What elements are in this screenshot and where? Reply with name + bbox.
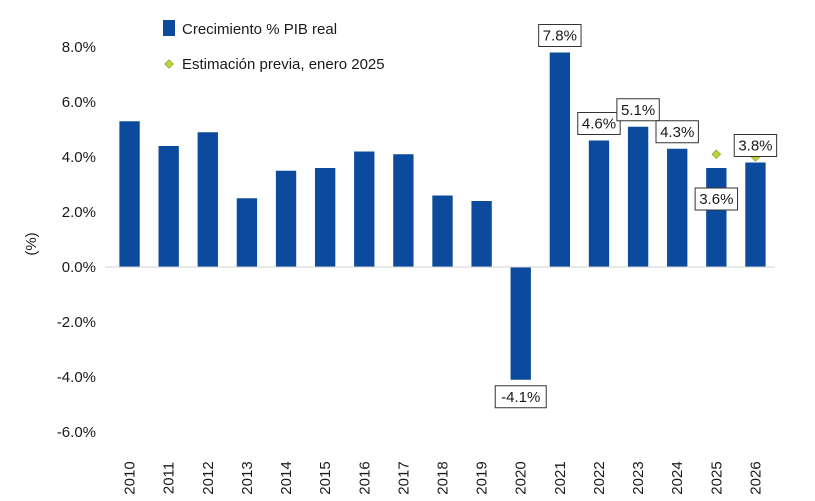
bar-2012 xyxy=(197,132,218,267)
x-tick-label: 2010 xyxy=(122,461,139,494)
bar-2010 xyxy=(119,121,140,267)
x-tick-label: 2012 xyxy=(200,461,217,494)
bar-2020 xyxy=(510,267,531,380)
x-tick-label: 2021 xyxy=(552,461,569,494)
data-label-text: 3.6% xyxy=(699,191,733,208)
bar-2018 xyxy=(432,195,453,267)
bar-2023 xyxy=(627,126,649,267)
bar-2014 xyxy=(275,170,297,267)
data-label-box xyxy=(577,112,621,135)
legend: Crecimiento % PIB real Estimación previa… xyxy=(163,20,385,73)
data-label-box xyxy=(733,134,778,157)
data-label-box xyxy=(494,385,547,409)
legend-swatch-marker xyxy=(164,59,174,69)
bar-2021 xyxy=(549,52,571,267)
data-label-2023: 5.1% xyxy=(616,98,660,122)
x-tick-label: 2025 xyxy=(708,461,725,494)
y-tick-label: 6.0% xyxy=(62,94,96,111)
legend-label-bar: Crecimiento % PIB real xyxy=(182,21,337,38)
estimate-marker-2025 xyxy=(711,149,722,160)
data-label-box xyxy=(538,24,582,47)
x-tick-label: 2015 xyxy=(317,461,334,494)
data-label-2021: 7.8% xyxy=(538,24,582,47)
x-tick-label: 2016 xyxy=(356,461,373,494)
data-label-2025: 3.6% xyxy=(694,187,739,211)
data-label-text: -4.1% xyxy=(501,389,540,406)
x-tick-label: 2014 xyxy=(278,461,295,494)
bar-2025 xyxy=(706,168,727,267)
data-labels: -4.1% 7.8% 4.6% 5.1% 4.3% 3.6% 3.8% xyxy=(494,24,778,409)
y-tick-label: 8.0% xyxy=(62,39,96,56)
legend-label-marker: Estimación previa, enero 2025 xyxy=(182,56,385,73)
x-tick-label: 2022 xyxy=(591,461,608,494)
bar-2015 xyxy=(314,168,336,267)
data-label-2020: -4.1% xyxy=(494,385,547,409)
bar-2013 xyxy=(236,198,258,267)
x-tick-label: 2020 xyxy=(513,461,530,494)
bar-2016 xyxy=(354,151,375,267)
data-label-text: 3.8% xyxy=(738,138,772,155)
bar-2024 xyxy=(667,148,688,267)
x-tick-label: 2017 xyxy=(395,461,412,494)
bar-2022 xyxy=(588,140,610,267)
data-label-text: 4.3% xyxy=(660,124,694,141)
bar-2017 xyxy=(393,154,414,267)
legend-swatch-bar xyxy=(163,20,175,36)
x-tick-label: 2024 xyxy=(669,461,686,494)
y-tick-label: -6.0% xyxy=(57,424,96,441)
bars xyxy=(119,52,766,380)
y-axis-label: (%) xyxy=(23,232,40,255)
x-tick-label: 2011 xyxy=(161,462,178,494)
bar-2026 xyxy=(745,162,766,267)
y-tick-label: 0.0% xyxy=(62,259,96,276)
data-label-2022: 4.6% xyxy=(577,112,621,135)
data-label-text: 7.8% xyxy=(543,28,577,45)
y-tick-label: 4.0% xyxy=(62,149,96,166)
data-label-2026: 3.8% xyxy=(733,134,778,157)
data-label-text: 5.1% xyxy=(621,102,655,119)
data-label-box xyxy=(694,187,739,211)
x-tick-label: 2023 xyxy=(630,461,647,494)
y-tick-label: 2.0% xyxy=(62,204,96,221)
y-tick-label: -4.0% xyxy=(57,369,96,386)
data-label-text: 4.6% xyxy=(582,116,616,133)
data-label-box xyxy=(616,98,660,122)
data-label-box xyxy=(655,120,699,144)
x-tick-label: 2018 xyxy=(435,461,452,494)
bar-2011 xyxy=(158,146,179,267)
x-axis-ticks: 2010 2011 2012 2013 2014 2015 2016 2017 2018 2019… xyxy=(122,461,765,494)
x-tick-label: 2026 xyxy=(747,461,764,494)
x-tick-label: 2013 xyxy=(239,461,256,494)
y-axis-ticks: 8.0% 6.0% 4.0% 2.0% 0.0% -2.0% -4.0% -6.0% xyxy=(57,39,96,441)
data-label-2024: 4.3% xyxy=(655,120,699,144)
bar-2019 xyxy=(471,201,492,267)
x-tick-label: 2019 xyxy=(474,461,491,494)
y-tick-label: -2.0% xyxy=(57,314,96,331)
